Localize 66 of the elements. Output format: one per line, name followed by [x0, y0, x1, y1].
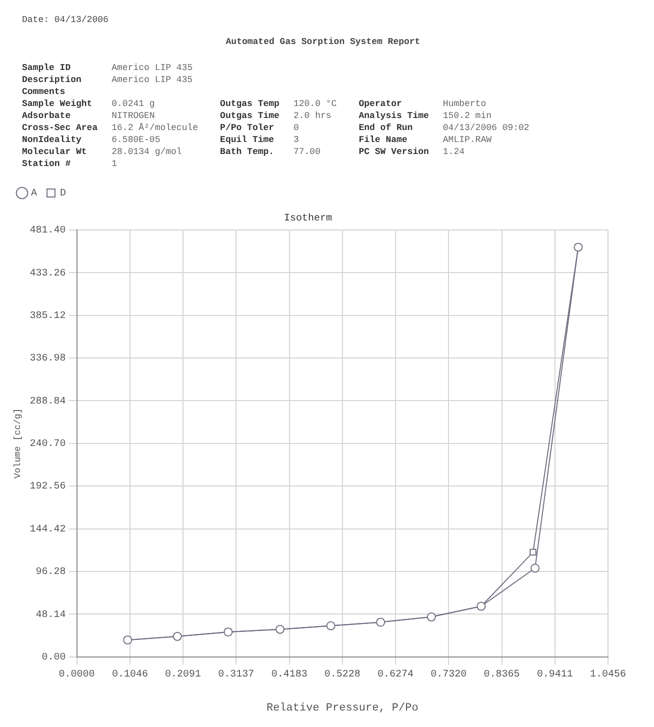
y-tick-label: 48.14	[36, 610, 66, 621]
y-tick-label: 240.70	[30, 439, 66, 450]
text: Cross-Sec Area	[22, 122, 98, 134]
x-tick-label: 0.8365	[484, 669, 520, 680]
text: Station #	[22, 158, 72, 170]
legend-label: A	[31, 188, 38, 200]
y-tick-label: 96.28	[36, 567, 66, 578]
text: Operator	[358, 98, 403, 110]
text: 16.2 Å²/molecule	[112, 122, 198, 134]
text: NonIdeality	[22, 134, 82, 146]
y-tick-label: 336.98	[30, 354, 66, 365]
text: File Name	[358, 134, 408, 146]
text: Outgas Temp	[220, 98, 280, 110]
y-tick-label: 192.56	[30, 482, 66, 493]
text: Molecular Wt	[22, 146, 88, 158]
text: Humberto	[442, 98, 488, 110]
text: 77.00	[293, 146, 322, 158]
text: Americo LIP 435	[112, 74, 194, 86]
text: 0	[293, 122, 300, 134]
y-tick-label: 288.84	[30, 396, 66, 408]
text: P/Po Toler	[220, 122, 276, 134]
text: Americo LIP 435	[112, 62, 194, 74]
text: 28.0134 g/mol	[112, 146, 183, 158]
text: Sample Weight	[22, 98, 94, 110]
y-tick-label: 385.12	[30, 311, 66, 322]
text: 150.2 min	[442, 110, 493, 122]
text: End of Run	[358, 122, 414, 134]
text: 04/13/2006 09:02	[442, 122, 530, 134]
text: Date: 04/13/2006	[22, 14, 110, 26]
text: 6.580E-05	[112, 134, 162, 146]
text: 1	[112, 158, 118, 170]
text: 1.24	[442, 146, 466, 158]
text: Automated Gas Sorption System Report	[224, 36, 422, 48]
y-tick-label: 433.26	[30, 268, 66, 280]
text: Sample ID	[22, 62, 72, 74]
text: Bath Temp.	[220, 146, 276, 158]
y-tick-label: 144.42	[30, 524, 66, 536]
y-tick-label: 481.40	[30, 226, 66, 237]
text: Adsorbate	[22, 110, 72, 122]
text: Comments	[22, 86, 66, 98]
legend-label: D	[60, 188, 66, 200]
text: Outgas Time	[220, 110, 280, 122]
x-axis-title: Relative Pressure, P/Po	[266, 702, 418, 714]
text: 2.0 hrs	[293, 110, 332, 122]
text: Equil Time	[220, 134, 276, 146]
x-tick-label: 0.2091	[165, 669, 202, 680]
x-tick-label: 0.5228	[324, 669, 360, 680]
x-tick-label: 0.6274	[378, 669, 414, 680]
text: AMLIP.RAW	[442, 134, 493, 146]
x-tick-label: 0.3137	[218, 669, 254, 680]
text: 120.0 °C	[293, 98, 337, 110]
x-tick-label: 0.7320	[430, 669, 467, 680]
chart-title: Isotherm	[284, 212, 332, 225]
x-tick-label: 0.4183	[271, 669, 308, 680]
text: 3	[293, 134, 300, 146]
y-tick-label: 0.00	[42, 652, 66, 664]
text: PC SW Version	[358, 146, 429, 158]
x-tick-label: 0.1046	[112, 669, 148, 680]
text: Description	[22, 74, 82, 86]
x-tick-label: 1.0456	[590, 669, 626, 680]
x-tick-label: 0.0000	[58, 669, 95, 680]
text: Analysis Time	[358, 110, 429, 122]
text: NITROGEN	[112, 110, 156, 122]
text: 0.0241 g	[112, 98, 156, 110]
x-tick-label: 0.9411	[536, 669, 573, 680]
y-axis-title: Volume [cc/g]	[12, 408, 23, 479]
